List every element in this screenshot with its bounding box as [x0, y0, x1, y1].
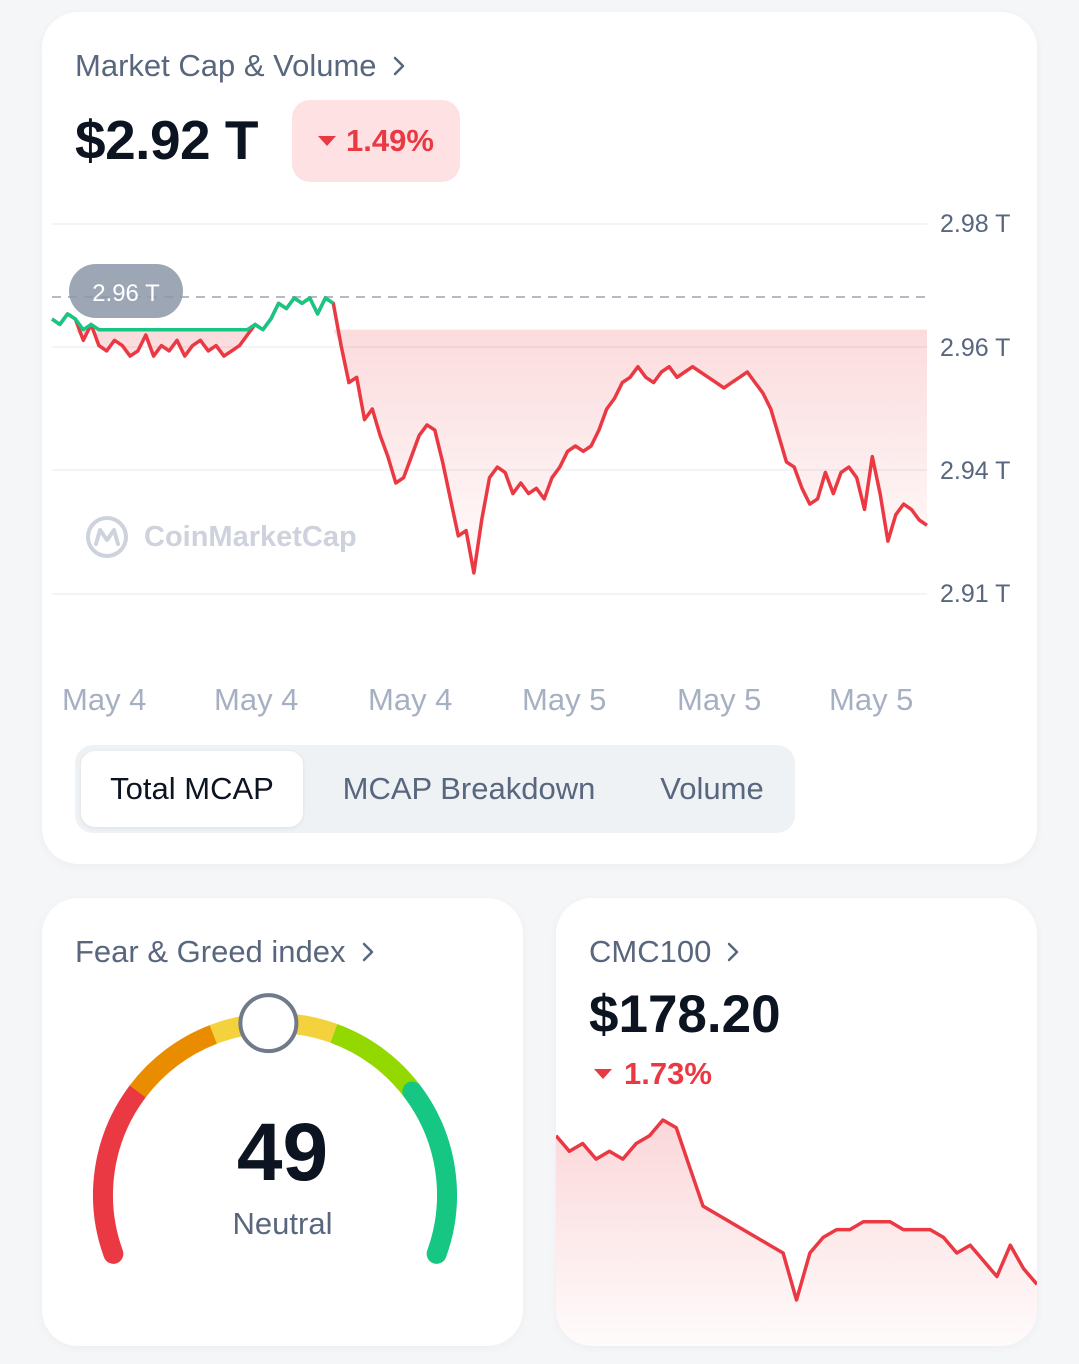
coinmarketcap-watermark: CoinMarketCap: [84, 514, 357, 560]
gauge-segment: [129, 1025, 218, 1098]
market-cap-line-down: [51, 296, 928, 575]
fear-greed-value: 49: [236, 1107, 329, 1198]
x-axis-label: May 5: [829, 682, 914, 717]
triangle-down-icon: [318, 136, 337, 146]
market-cap-value: $2.92 T: [75, 109, 259, 171]
cmc100-title-link[interactable]: CMC100: [589, 934, 743, 970]
x-axis-label: May 5: [522, 682, 607, 717]
baseline-tooltip: 2.96 T: [69, 264, 183, 318]
chevron-right-icon: [393, 56, 404, 76]
y-axis-label: 2.94 T: [940, 457, 1011, 485]
market-cap-card: Market Cap & Volume $2.92 T 1.49% 2.96 T…: [42, 12, 1037, 864]
cmc100-line: [556, 1118, 1037, 1302]
gauge-segment: [93, 1081, 148, 1264]
cmc100-title: CMC100: [589, 934, 712, 969]
cmc100-value: $178.20: [589, 985, 781, 1044]
chart-tabs: Total MCAP MCAP Breakdown Volume: [75, 745, 795, 833]
x-axis-label: May 4: [62, 682, 147, 717]
gauge-segment: [402, 1081, 457, 1264]
fear-greed-label: Neutral: [232, 1206, 333, 1241]
cmc100-chart: [556, 1118, 1037, 1346]
chevron-right-icon: [728, 942, 739, 962]
chevron-right-icon: [362, 942, 373, 962]
y-axis-label: 2.91 T: [940, 580, 1011, 608]
cmc100-card[interactable]: CMC100 $178.20 1.73%: [556, 898, 1037, 1346]
watermark-text: CoinMarketCap: [144, 520, 357, 553]
gauge-segment: [330, 1023, 421, 1098]
fear-greed-title-link[interactable]: Fear & Greed index: [75, 934, 378, 970]
tab-total-mcap[interactable]: Total MCAP: [81, 751, 303, 827]
fear-greed-title: Fear & Greed index: [75, 934, 346, 969]
gauge-indicator: [238, 993, 299, 1054]
fear-greed-card[interactable]: Fear & Greed index 49 Neutral: [42, 898, 523, 1346]
market-cap-title: Market Cap & Volume: [75, 48, 377, 83]
cmc100-area: [556, 1120, 1037, 1346]
y-axis-label: 2.96 T: [940, 334, 1011, 362]
tab-volume[interactable]: Volume: [660, 771, 764, 806]
x-axis-label: May 4: [368, 682, 453, 717]
cmc100-change-row: 1.73%: [594, 1056, 712, 1092]
coinmarketcap-logo-icon: [86, 516, 128, 558]
fear-greed-gauge: [93, 993, 457, 1264]
tab-mcap-breakdown[interactable]: MCAP Breakdown: [342, 771, 596, 806]
market-cap-chart[interactable]: 2.96 T: [42, 12, 1037, 864]
market-cap-line-up: [51, 296, 335, 332]
baseline-tooltip-text: 2.96 T: [92, 280, 160, 307]
market-cap-title-link[interactable]: Market Cap & Volume: [75, 48, 409, 84]
market-cap-area: [52, 329, 927, 573]
market-cap-change-badge: 1.49%: [292, 100, 460, 182]
market-cap-change: 1.49%: [346, 123, 434, 158]
x-axis-label: May 5: [677, 682, 762, 717]
x-axis-label: May 4: [214, 682, 299, 717]
y-axis-label: 2.98 T: [940, 210, 1011, 238]
cmc100-change: 1.73%: [624, 1056, 712, 1091]
triangle-down-icon: [594, 1069, 612, 1079]
